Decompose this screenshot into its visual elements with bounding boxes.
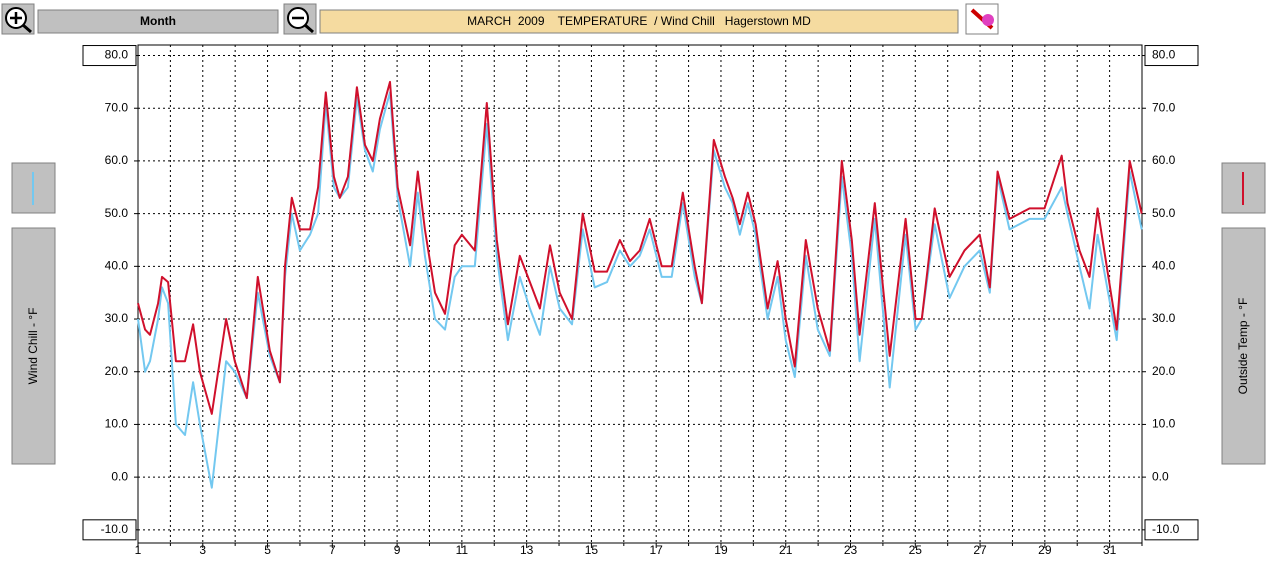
plot-area xyxy=(137,44,1143,544)
period-button[interactable] xyxy=(37,9,279,34)
x-tick-label: 1 xyxy=(135,543,142,557)
x-tick-label: 15 xyxy=(585,543,599,557)
y-tick-label: 70.0 xyxy=(105,100,129,114)
x-tick-label: 25 xyxy=(909,543,923,557)
y-tick-label: 60.0 xyxy=(105,153,129,167)
y-tick-label: 10.0 xyxy=(105,417,129,431)
y-tick-label: 30.0 xyxy=(105,311,129,325)
y-tick-box xyxy=(82,519,137,541)
y2-tick-label: 10.0 xyxy=(1152,417,1176,431)
y-tick-label: 50.0 xyxy=(105,206,129,220)
y2-tick-label: 50.0 xyxy=(1152,206,1176,220)
period-label: Month xyxy=(140,14,176,28)
x-tick-label: 21 xyxy=(779,543,793,557)
y-tick-label: 0.0 xyxy=(111,469,128,483)
y2-tick-label: 40.0 xyxy=(1152,259,1176,273)
y-tick-box xyxy=(82,45,137,67)
title-bar xyxy=(319,9,959,34)
x-tick-label: 5 xyxy=(264,543,271,557)
x-tick-label: 31 xyxy=(1103,543,1117,557)
y-tick-label: 20.0 xyxy=(105,364,129,378)
zoom-out-button[interactable] xyxy=(283,3,317,35)
y2-tick-label: 20.0 xyxy=(1152,364,1176,378)
x-tick-label: 19 xyxy=(714,543,728,557)
x-tick-label: 17 xyxy=(650,543,664,557)
y2-tick-label: 30.0 xyxy=(1152,311,1176,325)
y2-tick-label: 0.0 xyxy=(1152,469,1169,483)
series-line xyxy=(137,80,1143,415)
y-axis-label: Wind Chill - °F xyxy=(26,308,40,385)
y2-tick-label: -10.0 xyxy=(1152,522,1180,536)
x-tick-label: 11 xyxy=(456,543,469,557)
y2-tick-label: 60.0 xyxy=(1152,153,1176,167)
x-tick-label: 27 xyxy=(973,543,987,557)
x-tick-label: 3 xyxy=(199,543,206,557)
y-tick-label: 80.0 xyxy=(105,48,129,62)
settings-icon[interactable] xyxy=(965,3,999,35)
x-tick-label: 7 xyxy=(329,543,336,557)
x-tick-label: 9 xyxy=(394,543,401,557)
y2-tick-label: 80.0 xyxy=(1152,48,1176,62)
x-tick-label: 23 xyxy=(844,543,858,557)
y2-tick-label: 70.0 xyxy=(1152,100,1176,114)
x-tick-label: 29 xyxy=(1038,543,1052,557)
y2-tick-box xyxy=(1144,45,1199,67)
y2-tick-box xyxy=(1144,519,1199,541)
y-label-box xyxy=(11,227,56,465)
y-tick-label: 40.0 xyxy=(105,259,129,273)
x-tick-label: 13 xyxy=(520,543,534,557)
chart-title: MARCH 2009 TEMPERATURE / Wind Chill Hage… xyxy=(467,14,811,28)
y2-axis-label: Outside Temp - °F xyxy=(1236,298,1250,395)
y2-label-box xyxy=(1221,227,1266,465)
y-tick-label: -10.0 xyxy=(101,522,129,536)
zoom-in-button[interactable] xyxy=(1,3,35,35)
